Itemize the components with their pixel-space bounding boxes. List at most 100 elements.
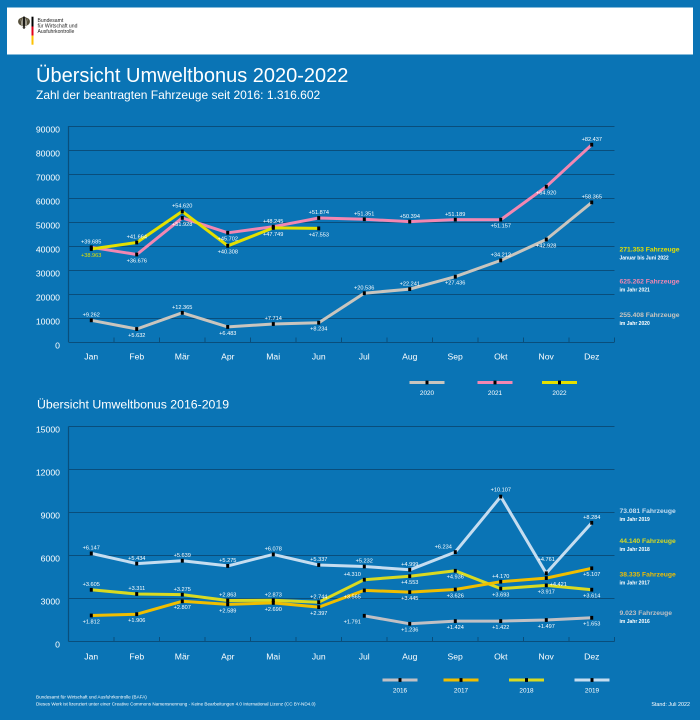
- svg-text:9000: 9000: [41, 511, 60, 521]
- svg-text:Mär: Mär: [175, 352, 190, 362]
- svg-text:Jan: Jan: [84, 652, 98, 662]
- svg-text:Aug: Aug: [402, 352, 418, 362]
- svg-text:+3.311: +3.311: [128, 586, 145, 592]
- svg-text:+1.424: +1.424: [447, 625, 464, 631]
- svg-text:+3.614: +3.614: [583, 594, 600, 600]
- svg-text:2017: 2017: [454, 688, 469, 695]
- svg-text:+27.436: +27.436: [445, 281, 465, 287]
- svg-text:im Jahr 2017: im Jahr 2017: [620, 581, 651, 587]
- svg-text:6000: 6000: [41, 554, 60, 564]
- svg-text:+4.170: +4.170: [492, 574, 509, 580]
- svg-text:Mai: Mai: [266, 652, 280, 662]
- svg-text:+1.906: +1.906: [128, 618, 145, 624]
- svg-text:Dez: Dez: [584, 352, 599, 362]
- svg-text:2019: 2019: [585, 688, 600, 695]
- svg-text:+1.422: +1.422: [492, 625, 509, 631]
- svg-text:+2.589: +2.589: [219, 608, 236, 614]
- svg-text:40000: 40000: [36, 245, 60, 255]
- svg-text:+3.275: +3.275: [174, 587, 191, 593]
- svg-text:+51.928: +51.928: [172, 222, 192, 228]
- svg-text:+51.189: +51.189: [445, 212, 465, 218]
- svg-text:+2.807: +2.807: [174, 605, 191, 611]
- svg-text:+40.308: +40.308: [218, 250, 238, 256]
- svg-text:+51.157: +51.157: [491, 224, 511, 230]
- svg-text:Stand: Juli 2022: Stand: Juli 2022: [651, 702, 690, 708]
- svg-text:+1.812: +1.812: [83, 619, 100, 625]
- svg-text:+3.445: +3.445: [401, 596, 418, 602]
- svg-text:Apr: Apr: [221, 652, 235, 662]
- svg-text:+20.536: +20.536: [354, 285, 374, 291]
- svg-text:+5.632: +5.632: [128, 333, 145, 339]
- svg-text:+9.262: +9.262: [83, 313, 100, 319]
- svg-text:90000: 90000: [36, 125, 60, 135]
- svg-text:+3.626: +3.626: [447, 593, 464, 599]
- svg-text:Übersicht Umweltbonus 2016-201: Übersicht Umweltbonus 2016-2019: [37, 398, 229, 412]
- svg-text:im Jahr 2018: im Jahr 2018: [620, 547, 651, 553]
- svg-text:+5.434: +5.434: [128, 556, 145, 562]
- svg-text:+4.421: +4.421: [550, 582, 567, 588]
- svg-text:255.408 Fahrzeuge: 255.408 Fahrzeuge: [620, 312, 680, 319]
- svg-text:im Jahr 2019: im Jahr 2019: [620, 517, 651, 523]
- svg-text:+1.497: +1.497: [538, 624, 555, 630]
- svg-text:2022: 2022: [552, 390, 567, 397]
- svg-text:+42.928: +42.928: [536, 243, 556, 249]
- svg-text:+2.863: +2.863: [219, 593, 236, 599]
- svg-text:+54.620: +54.620: [172, 204, 192, 210]
- svg-text:30000: 30000: [36, 269, 60, 279]
- svg-text:im Jahr 2020: im Jahr 2020: [620, 321, 651, 327]
- svg-text:3000: 3000: [41, 597, 60, 607]
- svg-text:+6.078: +6.078: [265, 547, 282, 553]
- svg-text:+50.394: +50.394: [400, 214, 420, 220]
- svg-text:0: 0: [55, 640, 60, 650]
- svg-text:+3.565: +3.565: [344, 594, 361, 600]
- svg-text:+6.483: +6.483: [219, 331, 236, 337]
- svg-text:60000: 60000: [36, 197, 60, 207]
- svg-text:15000: 15000: [36, 425, 60, 435]
- svg-text:+3.917: +3.917: [538, 589, 555, 595]
- svg-text:+8.234: +8.234: [310, 327, 327, 333]
- svg-text:+2.397: +2.397: [310, 611, 327, 617]
- svg-text:+41.664: +41.664: [127, 235, 147, 241]
- svg-text:+1.236: +1.236: [401, 628, 418, 634]
- svg-text:+4.999: +4.999: [401, 562, 418, 568]
- svg-text:20000: 20000: [36, 293, 60, 303]
- svg-text:+2.690: +2.690: [265, 607, 282, 613]
- svg-text:Bundesamt: Bundesamt: [38, 18, 64, 24]
- svg-text:2016: 2016: [393, 688, 408, 695]
- svg-text:0: 0: [55, 341, 60, 351]
- svg-text:+36.676: +36.676: [127, 258, 147, 264]
- svg-text:Bundesamt für Wirtschaft und A: Bundesamt für Wirtschaft und Ausfuhrkont…: [36, 695, 147, 700]
- svg-text:+10.107: +10.107: [491, 487, 511, 493]
- svg-text:+5.107: +5.107: [583, 572, 600, 578]
- svg-text:+38.963: +38.963: [81, 253, 101, 259]
- svg-text:+8.284: +8.284: [583, 515, 600, 521]
- svg-text:+2.873: +2.873: [265, 593, 282, 599]
- svg-text:im Jahr 2021: im Jahr 2021: [620, 288, 651, 294]
- svg-text:Jun: Jun: [312, 352, 326, 362]
- svg-text:38.335 Fahrzeuge: 38.335 Fahrzeuge: [620, 572, 677, 579]
- svg-text:+2.744: +2.744: [310, 594, 327, 600]
- svg-text:271.353 Fahrzeuge: 271.353 Fahrzeuge: [620, 247, 680, 254]
- svg-text:+7.714: +7.714: [265, 316, 282, 322]
- svg-text:+22.241: +22.241: [400, 281, 420, 287]
- svg-text:+51.874: +51.874: [309, 210, 329, 216]
- svg-text:+5.275: +5.275: [219, 558, 236, 564]
- svg-text:+58.365: +58.365: [582, 195, 602, 201]
- svg-text:80000: 80000: [36, 149, 60, 159]
- svg-text:Zahl der beantragten Fahrzeuge: Zahl der beantragten Fahrzeuge seit 2016…: [36, 88, 321, 102]
- svg-text:+5.337: +5.337: [310, 557, 327, 563]
- svg-text:Sep: Sep: [448, 652, 464, 662]
- svg-text:625.262 Fahrzeuge: 625.262 Fahrzeuge: [620, 279, 680, 286]
- svg-text:2021: 2021: [488, 390, 503, 397]
- svg-text:Okt: Okt: [494, 652, 508, 662]
- svg-text:Dieses Werk ist lizenziert unt: Dieses Werk ist lizenziert unter einer C…: [36, 702, 316, 707]
- svg-text:Januar bis Juni 2022: Januar bis Juni 2022: [620, 256, 669, 262]
- svg-text:+47.553: +47.553: [309, 232, 329, 238]
- svg-text:+1.653: +1.653: [583, 622, 600, 628]
- svg-text:+1.791: +1.791: [344, 620, 361, 626]
- svg-text:+3.605: +3.605: [83, 582, 100, 588]
- svg-text:Jun: Jun: [312, 652, 326, 662]
- svg-text:Feb: Feb: [129, 652, 144, 662]
- svg-text:+34.212: +34.212: [491, 253, 511, 259]
- svg-text:+3.693: +3.693: [492, 593, 509, 599]
